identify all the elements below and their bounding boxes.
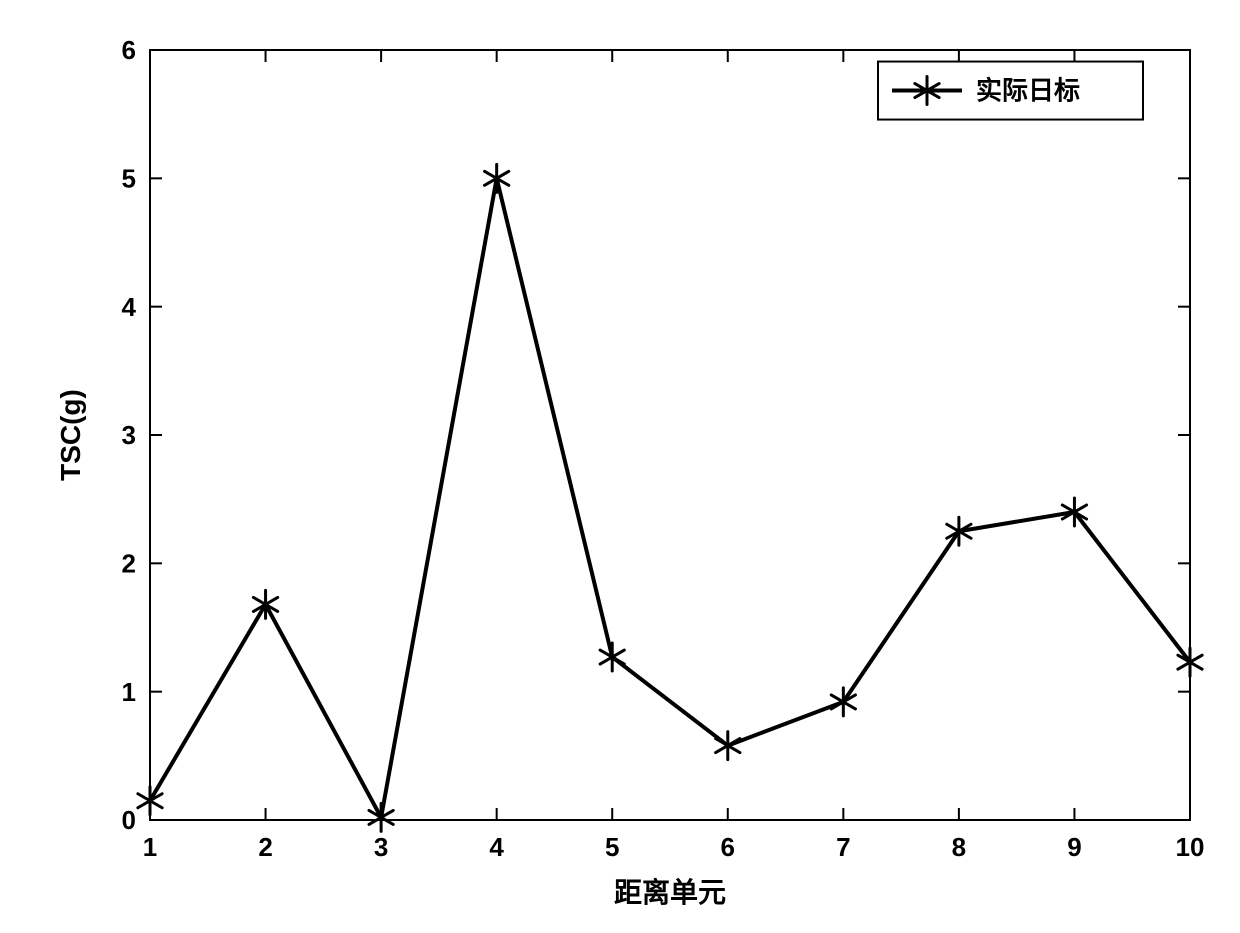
- legend-label: 实际日标: [976, 76, 1080, 106]
- y-tick-label: 0: [122, 805, 136, 835]
- series-marker-actual-target: [369, 803, 393, 831]
- x-axis-label: 距离单元: [614, 876, 726, 908]
- x-tick-label: 1: [143, 832, 157, 862]
- x-tick-label: 4: [489, 832, 504, 862]
- x-tick-label: 7: [836, 832, 850, 862]
- chart-container: { "chart": { "type": "line", "width": 12…: [0, 0, 1240, 933]
- y-axis-label: TSC(g): [55, 389, 86, 481]
- y-tick-label: 2: [122, 548, 136, 578]
- y-tick-label: 6: [122, 35, 136, 65]
- y-tick-label: 4: [122, 292, 137, 322]
- series-marker-actual-target: [485, 164, 509, 192]
- x-tick-label: 8: [952, 832, 966, 862]
- y-tick-label: 5: [122, 163, 136, 193]
- chart-svg: 123456789100123456距离单元TSC(g)实际日标: [0, 0, 1240, 933]
- x-tick-label: 3: [374, 832, 388, 862]
- legend: 实际日标: [878, 62, 1143, 120]
- series-marker-actual-target: [716, 732, 740, 760]
- y-tick-label: 1: [122, 677, 136, 707]
- x-tick-label: 10: [1176, 832, 1205, 862]
- series-marker-actual-target: [138, 787, 162, 815]
- x-tick-label: 5: [605, 832, 619, 862]
- x-tick-label: 6: [721, 832, 735, 862]
- plot-border: [150, 50, 1190, 820]
- series-marker-actual-target: [253, 590, 277, 618]
- x-tick-label: 9: [1067, 832, 1081, 862]
- x-tick-label: 2: [258, 832, 272, 862]
- series-marker-actual-target: [600, 643, 624, 671]
- y-tick-label: 3: [122, 420, 136, 450]
- series-line-actual-target: [150, 178, 1190, 817]
